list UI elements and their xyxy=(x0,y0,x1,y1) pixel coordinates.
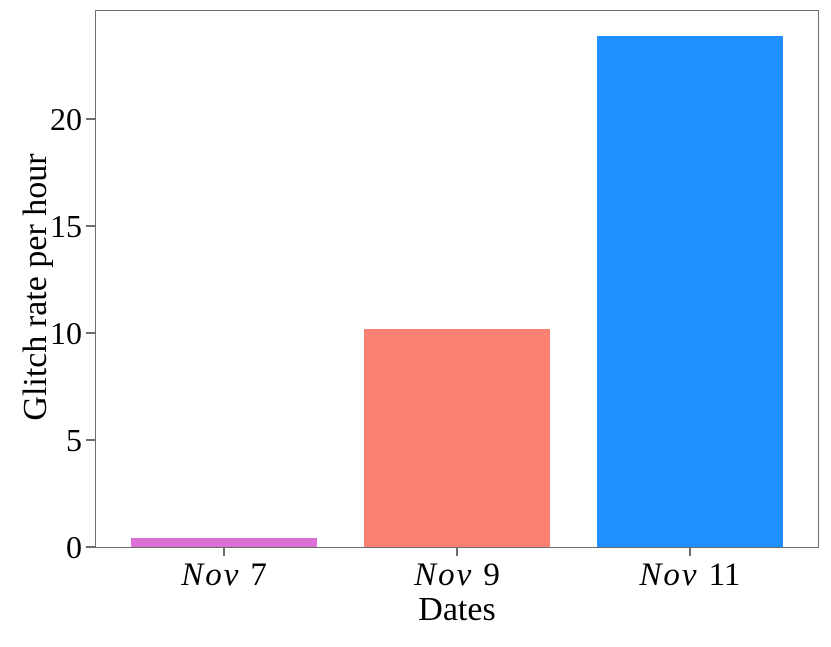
y-tick-label: 5 xyxy=(66,422,82,458)
x-tick-label-month: Nov xyxy=(181,557,241,593)
bar-nov-11 xyxy=(596,35,784,547)
x-axis-label: Dates xyxy=(418,591,496,628)
x-tick-mark xyxy=(689,547,691,556)
y-tick-mark xyxy=(86,225,95,227)
y-tick-label: 0 xyxy=(66,529,82,565)
x-tick-label-day: 9 xyxy=(483,557,500,593)
y-tick-mark xyxy=(86,546,95,548)
x-tick-label: Nov 7 xyxy=(181,559,267,592)
x-tick-label: Nov 11 xyxy=(639,559,740,592)
plot-area: 0 5 10 15 20 Nov 7 Nov 9 Nov 11 xyxy=(50,10,819,592)
x-tick-mark xyxy=(223,547,225,556)
x-tick-label-month: Nov xyxy=(414,557,474,593)
y-tick-mark xyxy=(86,118,95,120)
x-tick-label-day: 7 xyxy=(250,557,267,593)
bar-nov-9 xyxy=(363,328,551,547)
x-tick-label-day: 11 xyxy=(708,557,741,593)
y-tick-mark xyxy=(86,439,95,441)
y-axis-label: Glitch rate per hour xyxy=(17,153,54,421)
x-tick-label: Nov 9 xyxy=(414,559,500,592)
y-tick-label: 15 xyxy=(50,208,82,245)
x-tick-label-month: Nov xyxy=(639,557,699,593)
y-tick-label: 10 xyxy=(50,315,82,352)
x-tick-mark xyxy=(456,547,458,556)
bar-nov-7 xyxy=(130,538,318,547)
y-tick-label: 20 xyxy=(50,101,82,138)
y-tick-mark xyxy=(86,332,95,334)
